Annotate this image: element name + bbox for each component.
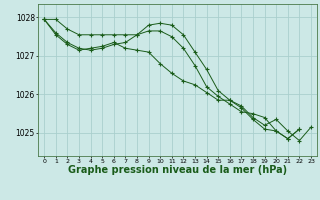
X-axis label: Graphe pression niveau de la mer (hPa): Graphe pression niveau de la mer (hPa) (68, 165, 287, 175)
